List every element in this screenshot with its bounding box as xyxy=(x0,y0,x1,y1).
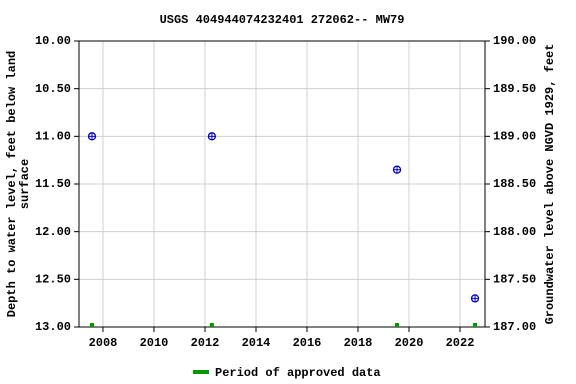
y-tick-label: 12.50 xyxy=(35,273,71,287)
plot-frame xyxy=(78,40,486,328)
approved-period xyxy=(209,323,214,327)
y-tick-label: 11.50 xyxy=(35,177,71,191)
y-tick-label: 11.00 xyxy=(35,130,71,144)
x-tick-label: 2010 xyxy=(140,336,169,350)
y2-tick-label: 190.00 xyxy=(493,34,536,48)
data-point xyxy=(392,165,402,174)
y-tick-label: 13.00 xyxy=(35,320,71,334)
y2-tick-label: 187.00 xyxy=(493,320,536,334)
approved-period xyxy=(395,323,400,327)
y-axis-label: surface xyxy=(18,159,32,209)
y2-tick-label: 187.50 xyxy=(493,273,536,287)
x-tick-label: 2014 xyxy=(242,336,271,350)
y-tick-label: 10.00 xyxy=(35,34,71,48)
approved-period xyxy=(473,323,478,327)
y-axis-label: Depth to water level, feet below land xyxy=(5,51,19,317)
y2-tick-label: 188.00 xyxy=(493,225,536,239)
y2-tick-label: 189.00 xyxy=(493,130,536,144)
legend-label: Period of approved data xyxy=(215,366,381,380)
y2-tick-label: 188.50 xyxy=(493,177,536,191)
approved-period xyxy=(90,323,95,327)
data-point xyxy=(207,132,217,141)
x-tick-label: 2020 xyxy=(395,336,424,350)
y-tick-label: 10.50 xyxy=(35,82,71,96)
data-point xyxy=(470,294,480,303)
x-tick-label: 2018 xyxy=(344,336,373,350)
data-point xyxy=(87,132,97,141)
x-tick-label: 2022 xyxy=(446,336,475,350)
y-tick-label: 12.00 xyxy=(35,225,71,239)
y2-tick-label: 189.50 xyxy=(493,82,536,96)
x-tick-label: 2012 xyxy=(191,336,220,350)
y2-axis-label: Groundwater level above NGVD 1929, feet xyxy=(543,44,557,325)
x-tick-label: 2016 xyxy=(293,336,322,350)
x-tick-label: 2008 xyxy=(89,336,118,350)
chart-title: USGS 404944074232401 272062-- MW79 xyxy=(160,13,405,27)
